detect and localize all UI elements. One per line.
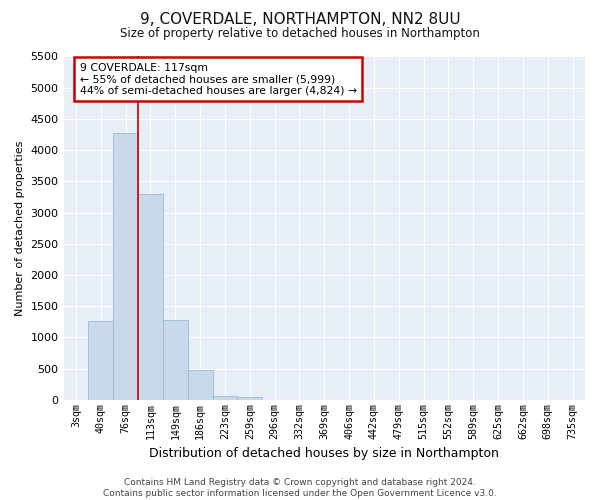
Text: 9, COVERDALE, NORTHAMPTON, NN2 8UU: 9, COVERDALE, NORTHAMPTON, NN2 8UU <box>140 12 460 28</box>
Bar <box>163 320 188 400</box>
Text: Size of property relative to detached houses in Northampton: Size of property relative to detached ho… <box>120 28 480 40</box>
Bar <box>188 370 212 400</box>
Text: 9 COVERDALE: 117sqm
← 55% of detached houses are smaller (5,999)
44% of semi-det: 9 COVERDALE: 117sqm ← 55% of detached ho… <box>80 62 357 96</box>
Bar <box>88 321 113 400</box>
Text: Contains HM Land Registry data © Crown copyright and database right 2024.
Contai: Contains HM Land Registry data © Crown c… <box>103 478 497 498</box>
Bar <box>138 194 163 400</box>
Bar <box>212 396 238 400</box>
Bar <box>238 397 262 400</box>
Bar <box>113 132 138 400</box>
Y-axis label: Number of detached properties: Number of detached properties <box>15 140 25 316</box>
X-axis label: Distribution of detached houses by size in Northampton: Distribution of detached houses by size … <box>149 447 499 460</box>
